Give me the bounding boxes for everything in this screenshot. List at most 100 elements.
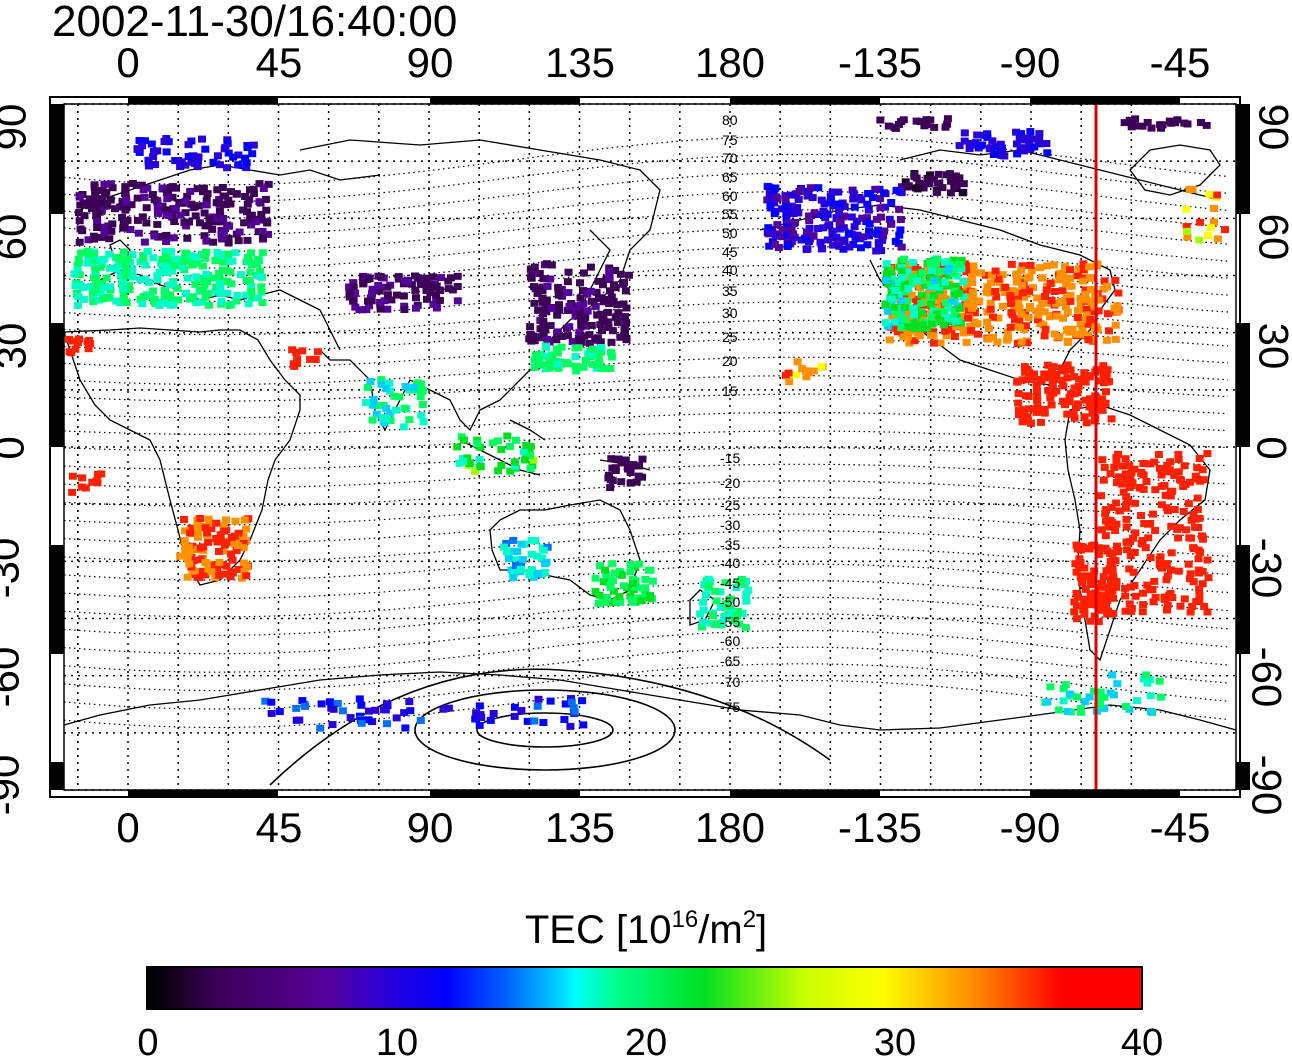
tec-pixel	[1122, 504, 1131, 512]
tec-pixel	[517, 561, 525, 568]
tec-pixel	[1180, 595, 1189, 603]
tec-pixel	[108, 184, 117, 192]
tec-pixel	[598, 318, 607, 326]
tec-pixel	[579, 363, 588, 371]
tec-pixel	[825, 221, 834, 229]
tec-pixel	[594, 599, 603, 607]
tec-pixel	[1102, 517, 1110, 525]
tec-pixel	[530, 283, 538, 291]
tec-pixel	[1095, 583, 1104, 591]
tec-pixel	[1024, 376, 1033, 384]
tec-pixel	[554, 283, 563, 291]
tec-pixel	[1131, 499, 1140, 507]
tec-pixel	[1046, 683, 1055, 691]
tec-pixel	[871, 185, 880, 193]
tec-pixel	[1179, 508, 1188, 515]
tec-pixel	[553, 349, 562, 357]
tec-pixel	[155, 268, 164, 276]
tec-pixel	[386, 409, 395, 417]
tec-pixel	[882, 271, 891, 279]
colorbar-tick-20: 20	[624, 1022, 668, 1064]
tec-pixel	[1007, 300, 1016, 307]
tec-pixel	[357, 701, 366, 709]
tec-pixel	[1125, 600, 1134, 608]
tec-pixel	[927, 320, 936, 328]
tec-pixel	[1195, 592, 1204, 600]
tec-pixel	[1072, 541, 1081, 549]
tec-pixel	[227, 188, 235, 196]
tec-pixel	[242, 164, 251, 172]
frame-tick-bar	[128, 790, 278, 797]
tec-pixel	[998, 302, 1007, 310]
tec-pixel	[1016, 144, 1025, 152]
tec-pixel	[85, 195, 94, 203]
tec-pixel	[1047, 296, 1056, 304]
tec-pixel	[1020, 411, 1029, 419]
tec-pixel	[1025, 287, 1033, 295]
tec-pixel	[216, 531, 225, 539]
frame-tick-bar	[1236, 545, 1250, 654]
tec-pixel	[534, 695, 543, 703]
tec-pixel	[840, 238, 849, 245]
tec-pixel	[726, 605, 735, 613]
tec-pixel	[213, 152, 222, 160]
tec-pixel	[117, 203, 126, 211]
tec-pixel	[571, 306, 580, 314]
tec-pixel	[1133, 697, 1141, 704]
tec-pixel	[898, 274, 906, 282]
tec-pixel	[242, 572, 251, 580]
tec-pixel	[942, 171, 951, 179]
tec-pixel	[958, 189, 967, 197]
tec-pixel	[203, 278, 212, 286]
tec-pixel	[213, 186, 222, 194]
tec-pixel	[215, 548, 223, 555]
tec-pixel	[248, 150, 257, 158]
tec-pixel	[201, 571, 210, 579]
tec-pixel	[96, 288, 105, 296]
tec-pixel	[1044, 374, 1053, 382]
tec-pixel	[164, 212, 173, 220]
tec-pixel	[196, 219, 204, 227]
tec-pixel	[1099, 573, 1108, 581]
tec-pixel	[887, 199, 896, 206]
tec-pixel	[1018, 376, 1027, 384]
tec-pixel	[771, 232, 780, 240]
tec-pixel	[883, 307, 892, 315]
tec-pixel	[187, 200, 196, 208]
tec-pixel	[850, 223, 859, 231]
contour-label: -20	[720, 475, 740, 491]
tec-pixel	[92, 209, 101, 217]
tec-pixel	[1106, 689, 1115, 697]
tec-pixel	[829, 241, 838, 249]
tec-pixel	[218, 184, 227, 191]
tec-pixel	[1081, 378, 1090, 386]
tec-pixel	[545, 356, 554, 364]
tec-pixel	[97, 198, 106, 206]
tec-pixel	[622, 304, 631, 312]
tec-pixel	[892, 186, 901, 194]
tec-pixel	[770, 240, 779, 248]
tec-pixel	[619, 582, 628, 590]
tec-pixel	[1086, 395, 1094, 403]
tec-pixel	[68, 472, 77, 480]
tec-pixel	[1107, 588, 1116, 595]
tec-pixel	[1022, 322, 1030, 330]
magnetic-contour	[63, 319, 1229, 352]
tec-pixel	[192, 273, 201, 281]
tec-pixel	[506, 467, 515, 475]
tec-pixel	[84, 339, 93, 347]
tec-pixel	[631, 563, 640, 571]
tec-pixel	[1029, 284, 1037, 292]
tec-pixel	[184, 141, 193, 149]
tec-pixel	[1061, 401, 1069, 409]
tec-pixel	[1075, 375, 1084, 383]
magnetic-contour	[63, 463, 1229, 489]
tec-pixel	[844, 229, 853, 237]
tec-pixel	[149, 148, 158, 155]
tec-pixel	[909, 273, 918, 281]
tec-pixel	[1040, 332, 1049, 340]
tec-pixel	[97, 233, 106, 241]
tec-pixel	[399, 423, 408, 431]
tec-pixel	[907, 291, 916, 299]
tec-pixel	[934, 283, 943, 291]
